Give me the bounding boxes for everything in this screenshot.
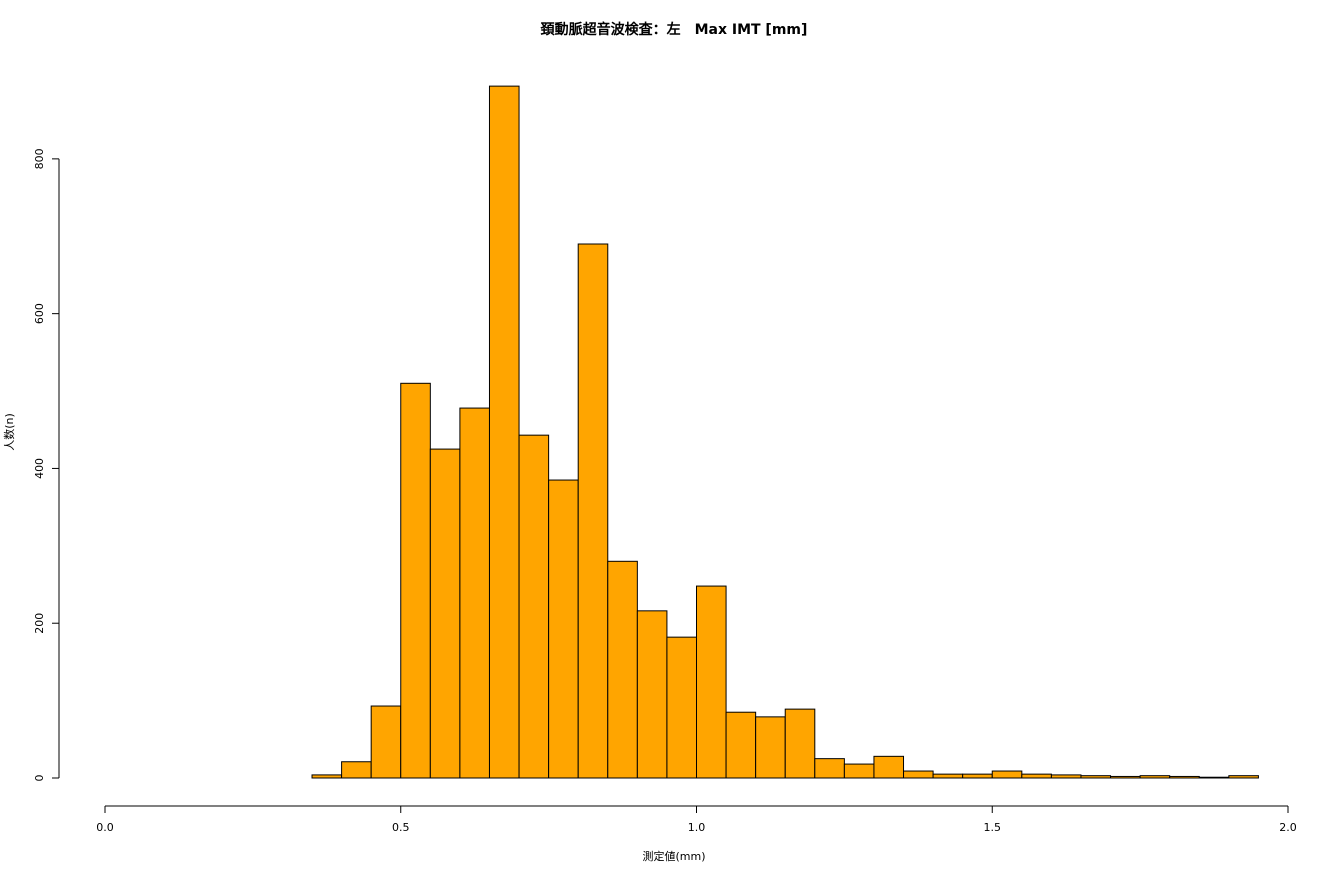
bar [548, 479, 579, 779]
bar [1198, 776, 1230, 779]
chart-title: 頚動脈超音波検査：左 Max IMT [mm] [540, 21, 808, 38]
bar [429, 448, 461, 779]
bar [873, 755, 905, 779]
bar [1080, 775, 1112, 779]
bar [1110, 775, 1141, 779]
bar [1139, 775, 1171, 779]
bar [755, 716, 786, 779]
y-tick-label: 800 [33, 148, 46, 169]
x-tick-label: 0.0 [96, 821, 114, 834]
x-tick-label: 0.5 [392, 821, 410, 834]
x-tick-label: 1.5 [984, 821, 1002, 834]
x-axis-label: 測定値(mm) [642, 849, 705, 863]
bar [932, 773, 964, 779]
bar [400, 382, 431, 779]
y-tick-label: 600 [33, 303, 46, 324]
bar [843, 763, 875, 779]
bar [370, 705, 402, 779]
bar [991, 770, 1023, 779]
bar [311, 774, 343, 779]
y-tick-label: 400 [33, 458, 46, 479]
bar [784, 708, 816, 779]
y-axis-label: 人数(n) [3, 413, 16, 451]
bar [636, 610, 668, 779]
x-tick-label: 1.0 [688, 821, 706, 834]
x-tick-label: 2.0 [1279, 821, 1297, 834]
bar [459, 407, 490, 779]
bar [903, 770, 934, 779]
bar [577, 243, 609, 779]
bar [341, 761, 372, 779]
bar [1021, 773, 1052, 779]
bar [666, 636, 697, 779]
bar [488, 85, 520, 779]
bar [725, 711, 757, 779]
bar [696, 585, 727, 779]
bar [814, 758, 845, 779]
y-tick-label: 200 [33, 613, 46, 634]
bar [607, 560, 638, 779]
bar [518, 434, 550, 779]
bar [1228, 775, 1259, 779]
bar [962, 773, 993, 779]
bar [1050, 774, 1082, 779]
bar [1169, 775, 1200, 779]
y-tick-label: 0 [33, 775, 46, 782]
